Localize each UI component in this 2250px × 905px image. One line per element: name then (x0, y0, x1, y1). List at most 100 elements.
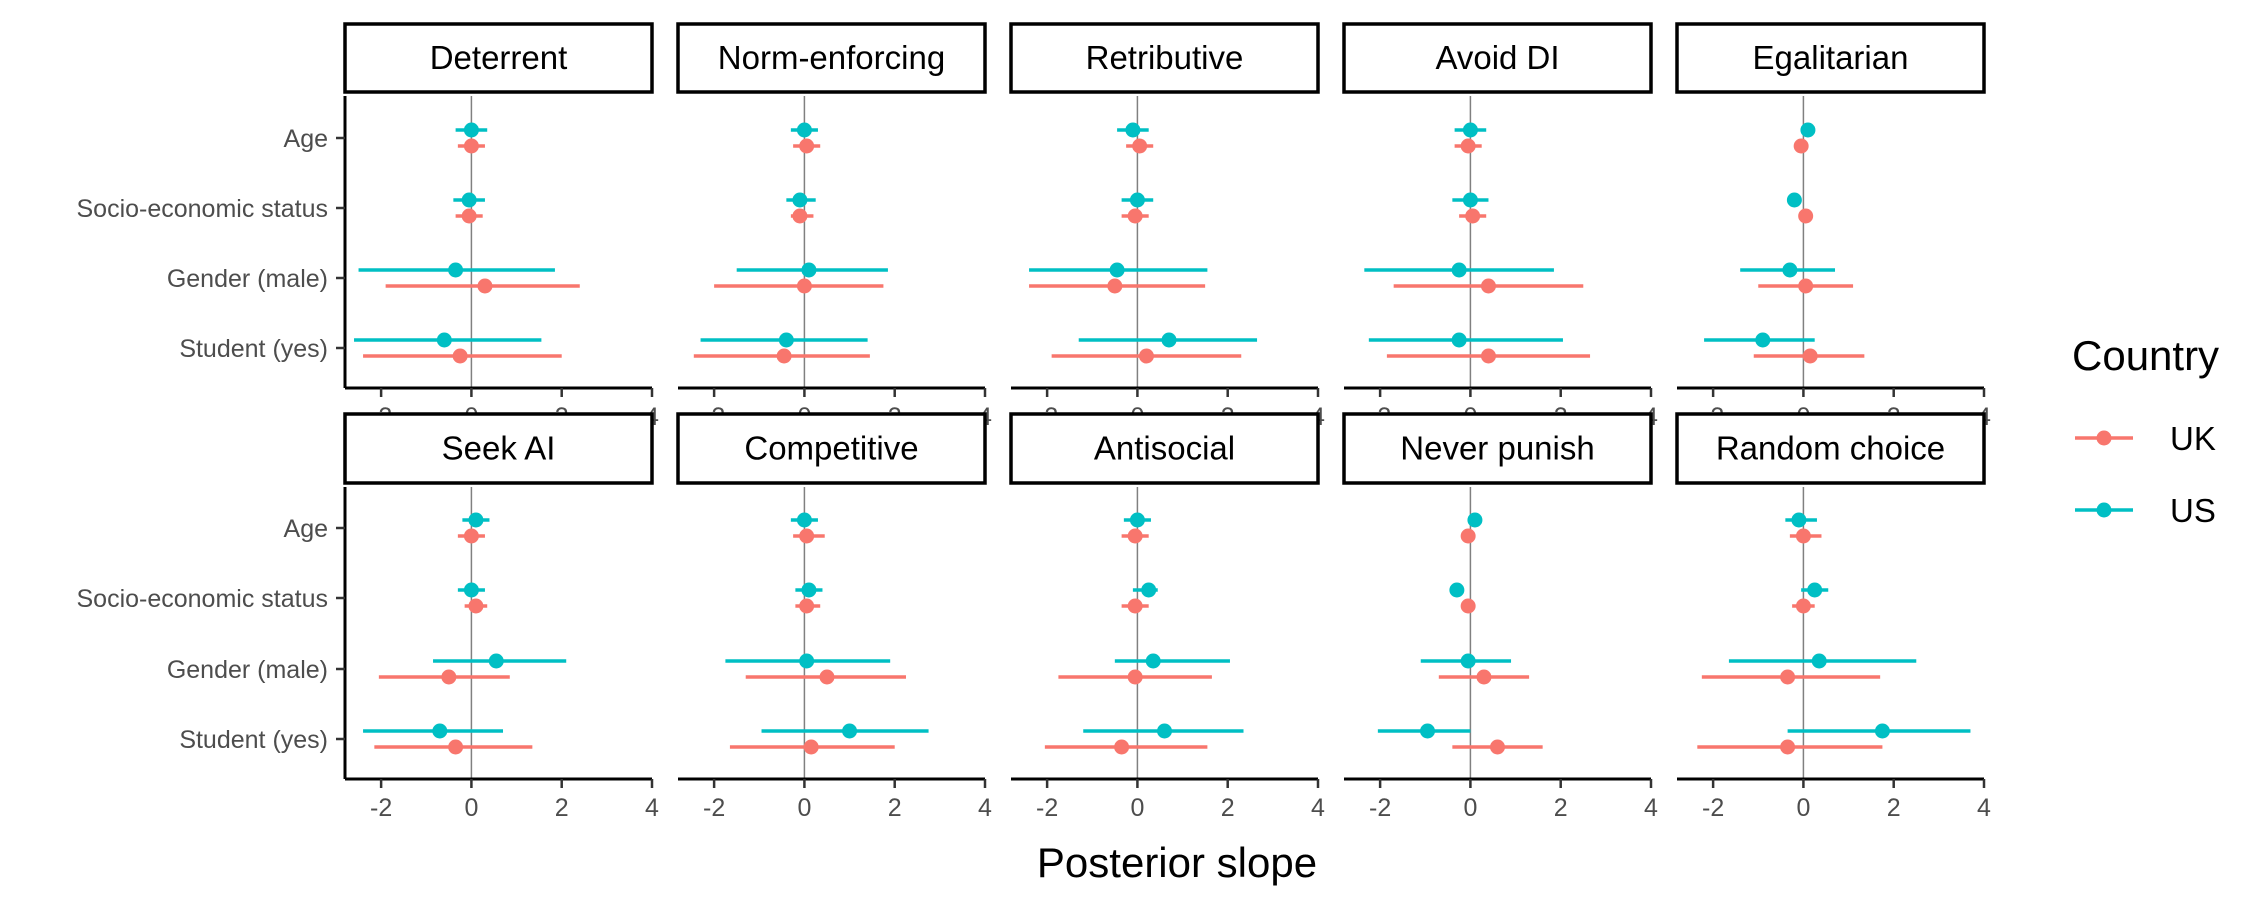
point-estimate-us (1874, 723, 1890, 739)
y-tick-label: Socio-economic status (76, 195, 328, 223)
point-estimate-us (1782, 262, 1798, 278)
point-estimate-uk (1798, 278, 1814, 294)
point-estimate-us (1791, 512, 1807, 528)
point-estimate-us (1786, 192, 1802, 208)
point-estimate-uk (1780, 669, 1796, 685)
point-estimate-us (801, 262, 817, 278)
point-estimate-us (1807, 582, 1823, 598)
x-tick-label: -2 (1369, 794, 1391, 822)
facet-strip (676, 22, 987, 94)
point-estimate-us (1451, 332, 1467, 348)
x-tick-label: 4 (978, 794, 992, 822)
x-tick-label: 0 (1796, 794, 1810, 822)
point-estimate-uk (463, 528, 479, 544)
facet-title: Norm-enforcing (718, 39, 945, 76)
point-estimate-us (1755, 332, 1771, 348)
facet-title: Deterrent (430, 39, 568, 76)
facet-title: Retributive (1086, 39, 1244, 76)
point-estimate-uk (1465, 208, 1481, 224)
point-estimate-uk (1480, 278, 1496, 294)
legend-label: US (2170, 492, 2216, 529)
y-tick-label: Student (yes) (179, 335, 328, 363)
x-tick-label: 2 (555, 794, 569, 822)
point-estimate-uk (792, 208, 808, 224)
point-estimate-uk (1138, 348, 1154, 364)
point-estimate-uk (1793, 138, 1809, 154)
point-estimate-us (796, 512, 812, 528)
legend-title: Country (2072, 332, 2219, 379)
point-estimate-us (1800, 122, 1816, 138)
y-tick-label: Age (284, 125, 328, 153)
x-tick-label: -2 (370, 794, 392, 822)
x-tick-label: 2 (1221, 794, 1235, 822)
point-estimate-uk (1780, 739, 1796, 755)
point-estimate-uk (1127, 208, 1143, 224)
point-estimate-us (1125, 122, 1141, 138)
point-estimate-uk (1132, 138, 1148, 154)
point-estimate-us (1462, 192, 1478, 208)
x-tick-label: 2 (888, 794, 902, 822)
point-estimate-us (1420, 723, 1436, 739)
point-estimate-us (1141, 582, 1157, 598)
point-estimate-us (488, 653, 504, 669)
point-estimate-us (1157, 723, 1172, 739)
point-estimate-uk (1480, 348, 1496, 364)
point-estimate-us (792, 192, 808, 208)
point-estimate-uk (1476, 669, 1492, 685)
facet-title: Egalitarian (1753, 39, 1909, 76)
point-estimate-us (463, 582, 479, 598)
x-tick-label: 4 (645, 794, 659, 822)
point-estimate-uk (452, 348, 468, 364)
point-estimate-uk (1802, 348, 1818, 364)
point-estimate-us (799, 653, 815, 669)
x-tick-label: 4 (1644, 794, 1658, 822)
point-estimate-us (1467, 512, 1483, 528)
point-estimate-uk (448, 739, 464, 755)
point-estimate-us (1462, 122, 1478, 138)
point-estimate-us (432, 723, 448, 739)
point-estimate-us (468, 512, 484, 528)
y-tick-label: Gender (male) (167, 656, 328, 684)
point-estimate-uk (1127, 598, 1143, 614)
point-estimate-us (842, 723, 858, 739)
y-tick-label: Socio-economic status (76, 585, 328, 613)
point-estimate-us (1460, 653, 1476, 669)
point-estimate-us (801, 582, 817, 598)
facet-title: Never punish (1400, 430, 1594, 467)
x-tick-label: 0 (464, 794, 478, 822)
point-estimate-uk (1795, 598, 1811, 614)
y-tick-label: Age (284, 515, 328, 543)
point-estimate-us (1449, 582, 1465, 598)
x-tick-label: -2 (1702, 794, 1724, 822)
x-tick-label: 2 (1887, 794, 1901, 822)
facet-title: Random choice (1716, 430, 1945, 467)
y-tick-label: Student (yes) (179, 726, 328, 754)
point-estimate-us (1451, 262, 1467, 278)
point-estimate-us (436, 332, 452, 348)
point-estimate-uk (1490, 739, 1505, 755)
point-estimate-uk (441, 669, 457, 685)
point-estimate-uk (461, 208, 477, 224)
point-estimate-uk (799, 528, 815, 544)
point-estimate-uk (1107, 278, 1123, 294)
point-estimate-uk (796, 278, 812, 294)
point-estimate-uk (1460, 598, 1476, 614)
facet-strip (343, 412, 654, 485)
y-tick-label: Gender (male) (167, 265, 328, 293)
x-axis-title: Posterior slope (1037, 839, 1317, 886)
facet-title: Competitive (744, 430, 918, 467)
x-tick-label: 0 (1130, 794, 1144, 822)
point-estimate-uk (1127, 528, 1143, 544)
x-tick-label: 2 (1554, 794, 1568, 822)
point-estimate-uk (477, 278, 493, 294)
point-estimate-uk (1127, 669, 1143, 685)
facet-title: Seek AI (442, 430, 556, 467)
x-tick-label: 4 (1311, 794, 1325, 822)
point-estimate-uk (1114, 739, 1130, 755)
point-estimate-uk (1798, 208, 1814, 224)
point-estimate-us (778, 332, 794, 348)
x-tick-label: 0 (797, 794, 811, 822)
point-estimate-us (796, 122, 812, 138)
